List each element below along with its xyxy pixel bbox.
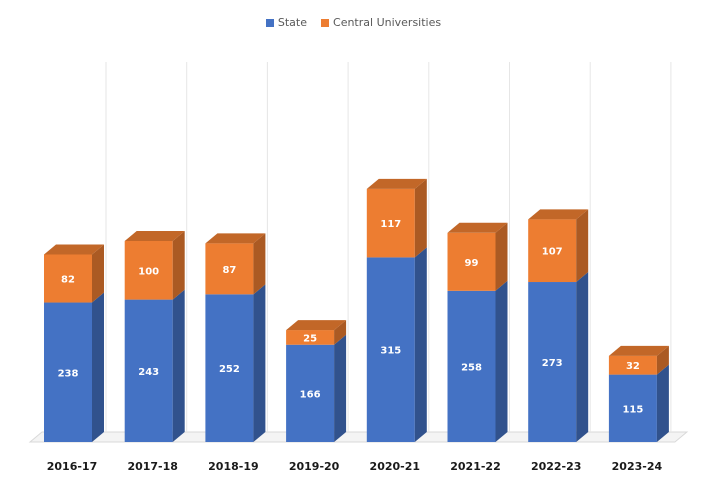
bar-central-2017-18 [124, 241, 173, 300]
bar-state-2021-22 [447, 290, 496, 442]
bar-central-side [92, 244, 104, 303]
data-label: 82 [61, 275, 75, 286]
bar-central-top [124, 231, 185, 242]
legend-item-central: Central Universities [321, 16, 441, 29]
bar-central-side [576, 209, 589, 283]
bar-central-2016-17 [44, 254, 92, 303]
bar-central-2019-20 [286, 330, 335, 345]
x-tick-label: 2019-20 [289, 460, 340, 473]
bar-state-side [172, 289, 185, 442]
legend-label-central: Central Universities [333, 16, 442, 29]
bar-central-side [253, 233, 266, 295]
bar-state-side [656, 364, 669, 442]
bar-central-side [495, 222, 508, 291]
bar-central-top [44, 244, 104, 255]
data-label: 32 [626, 361, 640, 372]
bar-central-top [286, 320, 347, 331]
x-tick-label: 2021-22 [450, 460, 501, 473]
bar-central-side [334, 320, 347, 345]
bar-state-side [92, 292, 104, 442]
x-tick-label: 2016-17 [47, 460, 98, 473]
data-label: 117 [380, 219, 401, 230]
data-label: 315 [380, 346, 401, 357]
bar-central-side [172, 231, 185, 300]
bar-state-2023-24 [608, 374, 657, 442]
bar-central-2020-21 [366, 188, 415, 258]
legend-label-state: State [277, 16, 308, 29]
chart-legend: State Central Universities [0, 16, 707, 29]
bar-central-side [414, 178, 427, 258]
data-label: 166 [300, 389, 321, 400]
x-tick-label: 2023-24 [612, 460, 663, 473]
x-tick-label: 2022-23 [531, 460, 582, 473]
data-label: 25 [303, 333, 317, 344]
bar-central-2018-19 [205, 243, 254, 295]
data-label: 243 [138, 367, 159, 378]
data-label: 258 [461, 362, 482, 373]
legend-item-state: State [265, 16, 308, 29]
x-tick-label: 2017-18 [127, 460, 178, 473]
bar-state-2016-17 [44, 302, 92, 442]
bar-state-side [414, 247, 427, 442]
data-label: 273 [542, 358, 563, 369]
data-label: 87 [222, 265, 236, 276]
bar-central-top [608, 345, 669, 356]
bar-state-2020-21 [366, 257, 415, 442]
legend-swatch-state [265, 18, 274, 27]
data-label: 252 [219, 364, 240, 375]
x-tick-label: 2018-19 [208, 460, 259, 473]
bar-state-side [576, 272, 589, 442]
legend-swatch-central [321, 18, 330, 27]
bar-central-2021-22 [447, 232, 496, 291]
bar-state-2019-20 [286, 344, 335, 442]
bar-state-side [334, 334, 347, 442]
bar-central-top [528, 209, 589, 220]
data-label: 115 [622, 404, 643, 415]
bar-central-2022-23 [528, 219, 577, 283]
bar-central-side [656, 345, 669, 375]
x-tick-label: 2020-21 [370, 460, 421, 473]
data-label: 107 [542, 247, 563, 258]
bar-state-2022-23 [528, 282, 577, 442]
bar-state-2018-19 [205, 294, 254, 442]
bar-central-top [205, 233, 266, 244]
bar-central-2023-24 [608, 355, 657, 375]
data-label: 99 [465, 258, 479, 269]
data-label: 238 [58, 368, 79, 379]
data-label: 100 [138, 266, 159, 277]
bar-central-top [447, 222, 508, 233]
bar-state-side [253, 284, 266, 442]
bar-state-side [495, 280, 508, 442]
bar-central-top [366, 178, 427, 189]
bar-state-2017-18 [124, 299, 173, 442]
